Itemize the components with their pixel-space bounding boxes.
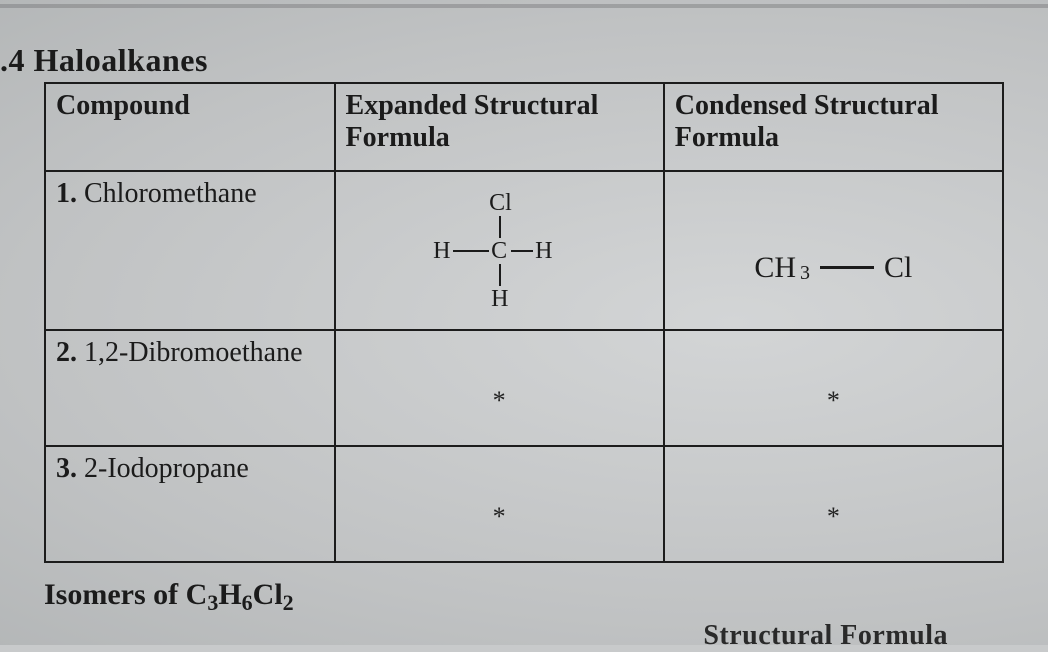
atom-center: C [491, 238, 507, 265]
condensed-cell: * [664, 446, 1003, 562]
isomers-mid1: H [218, 578, 241, 611]
placeholder-star: * [827, 502, 840, 532]
col-header-expanded: Expanded Structural Formula [335, 83, 664, 171]
condensed-cell: CH3 Cl [664, 171, 1003, 330]
bond [499, 216, 501, 238]
col-header-compound-text: Compound [56, 90, 190, 121]
col-header-condensed-l2: Formula [675, 122, 779, 153]
compound-name: Chloromethane [84, 178, 257, 209]
atom-top: Cl [489, 190, 512, 217]
condensed-part2: Cl [884, 251, 912, 285]
expanded-structure: Cl H C H H [419, 194, 579, 314]
condensed-part1: CH [754, 251, 796, 285]
col-header-expanded-l2: Formula [346, 122, 450, 153]
expanded-cell: * [335, 330, 664, 446]
atom-bottom: H [491, 286, 508, 313]
placeholder-star: * [493, 386, 506, 416]
isomers-sub2: 6 [242, 590, 253, 615]
col-header-condensed-l1: Condensed Structural [675, 90, 939, 121]
expanded-cell: Cl H C H H [335, 171, 664, 330]
isomers-mid2: Cl [253, 578, 283, 611]
table-row: 3. 2-Iodopropane * * [45, 446, 1003, 562]
bond [499, 264, 501, 286]
compound-number: 2. [56, 337, 77, 368]
isomers-heading: Isomers of C3H6Cl2 [44, 578, 294, 612]
compound-label: 2. 1,2-Dibromoethane [56, 337, 303, 368]
compound-cell: 1. Chloromethane [45, 171, 335, 330]
compound-number: 3. [56, 453, 77, 484]
bond [453, 250, 489, 252]
compound-cell: 3. 2-Iodopropane [45, 446, 335, 562]
isomers-sub3: 2 [283, 590, 294, 615]
col-header-expanded-l1: Expanded Structural [346, 90, 599, 121]
table-row: 2. 1,2-Dibromoethane * * [45, 330, 1003, 446]
haloalkanes-table: Compound Expanded Structural Formula Con… [44, 82, 1004, 563]
atom-left: H [433, 238, 450, 265]
table-row: 1. Chloromethane Cl H C H H [45, 171, 1003, 330]
isomers-prefix: Isomers of C [44, 578, 207, 611]
top-rule [0, 4, 1048, 8]
col-header-condensed: Condensed Structural Formula [664, 83, 1003, 171]
col-header-compound: Compound [45, 83, 335, 171]
section-heading: .4 Haloalkanes [0, 42, 208, 79]
compound-cell: 2. 1,2-Dibromoethane [45, 330, 335, 446]
compound-name: 2-Iodopropane [84, 453, 249, 484]
compound-label: 3. 2-Iodopropane [56, 453, 249, 484]
atom-right: H [535, 238, 552, 265]
compound-number: 1. [56, 178, 77, 209]
cutoff-text: Structural Formula [703, 620, 948, 652]
bond [511, 250, 533, 252]
placeholder-star: * [493, 502, 506, 532]
condensed-formula: CH3 Cl [675, 251, 992, 285]
condensed-cell: * [664, 330, 1003, 446]
compound-name: 1,2-Dibromoethane [84, 337, 303, 368]
condensed-sub1: 3 [800, 262, 810, 285]
placeholder-star: * [827, 386, 840, 416]
compound-label: 1. Chloromethane [56, 178, 257, 209]
bond-line [820, 266, 874, 269]
expanded-cell: * [335, 446, 664, 562]
isomers-sub1: 3 [207, 590, 218, 615]
table-header-row: Compound Expanded Structural Formula Con… [45, 83, 1003, 171]
page-background: .4 Haloalkanes Compound Expanded Structu… [0, 0, 1048, 645]
